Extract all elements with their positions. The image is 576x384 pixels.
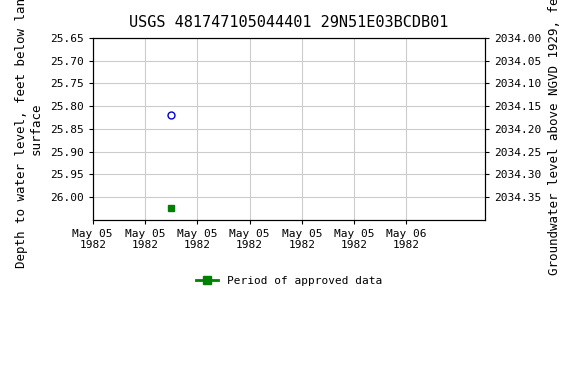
Y-axis label: Depth to water level, feet below land
surface: Depth to water level, feet below land su… (15, 0, 43, 268)
Title: USGS 481747105044401 29N51E03BCDB01: USGS 481747105044401 29N51E03BCDB01 (129, 15, 449, 30)
Y-axis label: Groundwater level above NGVD 1929, feet: Groundwater level above NGVD 1929, feet (548, 0, 561, 275)
Legend: Period of approved data: Period of approved data (191, 271, 386, 290)
